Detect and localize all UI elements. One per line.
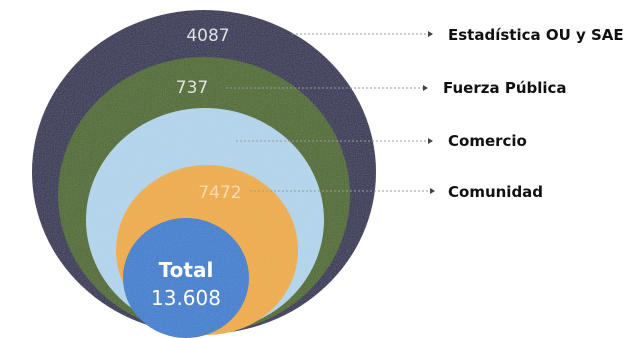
arrow-icon <box>428 31 433 37</box>
legend: Estadística OU y SAE Fuerza Pública Come… <box>443 26 623 201</box>
legend-label-estadistica: Estadística OU y SAE <box>448 26 623 44</box>
arrow-icon <box>423 85 428 91</box>
arrow-icon <box>430 188 435 194</box>
legend-label-comunidad: Comunidad <box>448 183 543 201</box>
value-comunidad: 7472 <box>198 183 241 203</box>
layers-group <box>32 10 376 338</box>
legend-label-comercio: Comercio <box>448 132 527 150</box>
legend-label-fuerza-publica: Fuerza Pública <box>443 79 567 97</box>
total-label: Total <box>159 258 214 282</box>
layer-values: 4087 737 7472 <box>176 26 242 203</box>
value-fuerza-publica: 737 <box>176 78 208 98</box>
layer-total <box>123 218 249 338</box>
value-estadistica: 4087 <box>186 26 229 46</box>
leader-lines <box>226 31 435 194</box>
total-value: 13.608 <box>151 286 221 310</box>
total-group: Total 13.608 <box>151 258 221 310</box>
arrow-icon <box>428 138 433 144</box>
